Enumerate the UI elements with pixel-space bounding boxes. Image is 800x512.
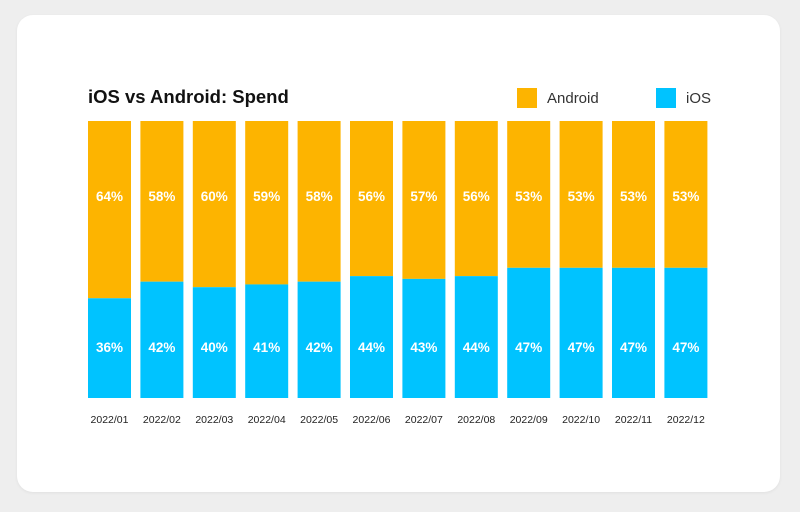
- data-label-android: 57%: [410, 189, 437, 204]
- legend-label-ios: iOS: [686, 89, 712, 107]
- x-tick-label: 2022/11: [615, 414, 652, 426]
- data-label-android: 64%: [96, 189, 123, 204]
- bar-ios-2022-09: [507, 267, 551, 398]
- legend-swatch-android: [517, 88, 537, 108]
- data-label-android: 60%: [201, 189, 228, 204]
- legend-swatch-ios: [656, 88, 676, 108]
- bar-android-2022-04: [245, 121, 289, 285]
- x-tick-label: 2022/12: [667, 414, 705, 426]
- data-label-ios: 43%: [410, 340, 437, 355]
- bar-android-2022-08: [454, 121, 498, 277]
- data-label-android: 56%: [463, 189, 490, 204]
- data-label-android: 53%: [568, 189, 595, 204]
- bar-ios-2022-01: [88, 298, 131, 398]
- data-label-android: 53%: [672, 189, 699, 204]
- data-label-android: 58%: [306, 189, 333, 204]
- data-label-ios: 47%: [515, 340, 542, 355]
- data-label-ios: 42%: [148, 340, 175, 355]
- bar-ios-2022-02: [140, 281, 184, 398]
- x-tick-label: 2022/04: [248, 414, 286, 426]
- bar-ios-2022-06: [350, 276, 393, 398]
- bar-android-2022-05: [297, 121, 341, 282]
- legend-item-ios: iOS: [656, 88, 711, 108]
- data-label-android: 53%: [515, 189, 542, 204]
- bar-android-2022-07: [402, 121, 446, 279]
- x-tick-label: 2022/06: [353, 414, 391, 426]
- data-label-android: 53%: [620, 189, 647, 204]
- bar-android-2022-06: [350, 121, 393, 277]
- bar-ios-2022-03: [192, 287, 236, 398]
- bar-android-2022-11: [612, 121, 655, 268]
- x-tick-label: 2022/01: [91, 414, 129, 426]
- x-tick-label: 2022/03: [195, 414, 233, 426]
- data-label-ios: 44%: [463, 340, 490, 355]
- bar-android-2022-09: [507, 121, 551, 268]
- legend-label-android: Android: [547, 89, 599, 107]
- data-label-ios: 36%: [96, 340, 123, 355]
- data-label-ios: 47%: [672, 340, 699, 355]
- data-label-ios: 42%: [306, 340, 333, 355]
- bar-android-2022-01: [88, 121, 131, 299]
- bar-android-2022-02: [140, 121, 184, 282]
- bar-ios-2022-07: [402, 278, 446, 398]
- data-label-ios: 47%: [620, 340, 647, 355]
- x-tick-label: 2022/07: [405, 414, 443, 426]
- bar-ios-2022-05: [297, 281, 341, 398]
- x-tick-label: 2022/09: [510, 414, 548, 426]
- data-label-ios: 47%: [568, 340, 595, 355]
- bar-ios-2022-10: [559, 267, 603, 398]
- x-tick-label: 2022/02: [143, 414, 181, 426]
- data-label-android: 56%: [358, 189, 385, 204]
- x-tick-label: 2022/08: [457, 414, 495, 426]
- data-label-ios: 41%: [253, 340, 280, 355]
- bar-ios-2022-04: [245, 284, 289, 398]
- data-label-ios: 40%: [201, 340, 228, 355]
- x-tick-label: 2022/05: [300, 414, 338, 426]
- data-label-android: 59%: [253, 189, 280, 204]
- bar-ios-2022-11: [612, 267, 655, 398]
- chart-title: iOS vs Android: Spend: [88, 86, 289, 107]
- bar-android-2022-03: [192, 121, 236, 288]
- bar-android-2022-12: [664, 121, 708, 268]
- bar-ios-2022-08: [454, 276, 498, 398]
- data-label-android: 58%: [148, 189, 175, 204]
- bar-android-2022-10: [559, 121, 603, 268]
- data-label-ios: 44%: [358, 340, 385, 355]
- x-tick-label: 2022/10: [562, 414, 600, 426]
- bar-ios-2022-12: [664, 267, 708, 398]
- legend-item-android: Android: [517, 88, 599, 108]
